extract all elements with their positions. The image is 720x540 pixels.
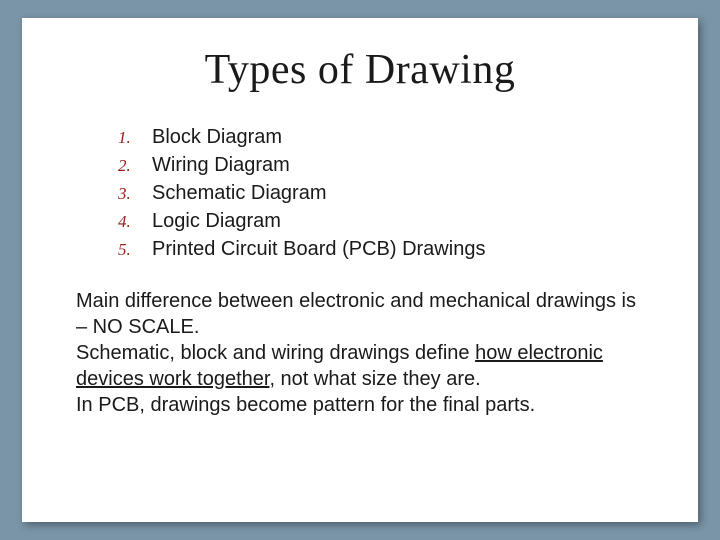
- list-text: Block Diagram: [152, 126, 282, 149]
- body-paragraph: Main difference between electronic and m…: [76, 289, 646, 340]
- body-span: Schematic, block and wiring drawings def…: [76, 342, 475, 364]
- slide: Types of Drawing 1. Block Diagram 2. Wir…: [22, 18, 698, 522]
- list-number: 5.: [118, 240, 152, 260]
- list-text: Printed Circuit Board (PCB) Drawings: [152, 238, 485, 261]
- list-number: 4.: [118, 212, 152, 232]
- list-item: 2. Wiring Diagram: [118, 154, 646, 177]
- list-number: 1.: [118, 128, 152, 148]
- list-item: 4. Logic Diagram: [118, 210, 646, 233]
- list-text: Logic Diagram: [152, 210, 281, 233]
- body-text: Main difference between electronic and m…: [76, 289, 646, 419]
- slide-title: Types of Drawing: [74, 46, 646, 94]
- list-text: Schematic Diagram: [152, 182, 327, 205]
- list-text: Wiring Diagram: [152, 154, 290, 177]
- list-item: 3. Schematic Diagram: [118, 182, 646, 205]
- list-number: 2.: [118, 156, 152, 176]
- body-paragraph: Schematic, block and wiring drawings def…: [76, 341, 646, 392]
- numbered-list: 1. Block Diagram 2. Wiring Diagram 3. Sc…: [118, 126, 646, 261]
- body-span: , not what size they are.: [269, 368, 480, 390]
- list-number: 3.: [118, 184, 152, 204]
- body-paragraph: In PCB, drawings become pattern for the …: [76, 393, 646, 419]
- list-item: 1. Block Diagram: [118, 126, 646, 149]
- list-item: 5. Printed Circuit Board (PCB) Drawings: [118, 238, 646, 261]
